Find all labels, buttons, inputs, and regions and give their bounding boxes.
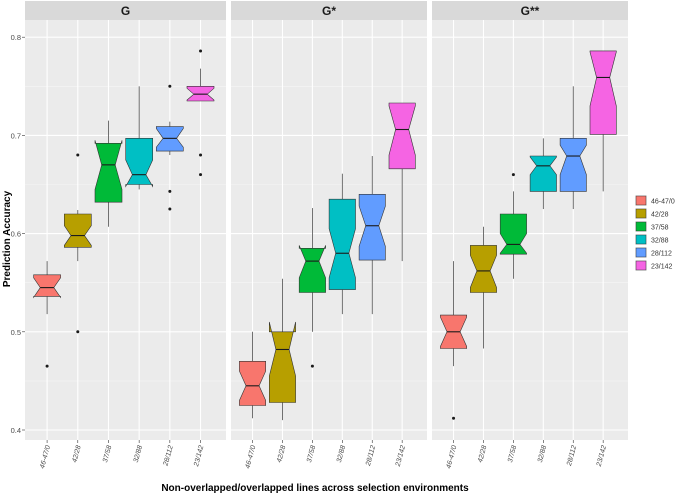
legend-swatch [635,221,647,232]
outlier-point [511,173,515,177]
y-axis-label: Prediction Accuracy [2,190,13,287]
x-tick-label: 42/28 [71,445,82,464]
legend-swatch [635,247,647,258]
legend-label: 46-47/0 [651,199,675,206]
box [64,213,92,248]
x-tick-label: 28/112 [566,445,578,468]
y-tick-label: 0.5 [11,328,21,337]
outlier-point [199,49,203,53]
box [388,102,416,170]
legend-swatch [635,260,647,271]
legend: 46-47/0 42/28 37/58 32/88 28/112 23/142 [635,195,675,271]
outlier-point [76,153,80,157]
box [239,360,267,406]
box [328,198,356,290]
outlier-point [452,416,456,420]
x-tick-label: 23/142 [193,445,206,469]
outlier-point [168,207,172,211]
facet-panel: G** 46-47/0 42/28 37/58 32/88 28/112 23/142 [432,1,628,469]
outlier-point [76,330,80,334]
legend-label: 28/112 [651,251,672,258]
x-tick-label: 32/88 [133,445,144,464]
outlier-point [199,173,203,177]
legend-swatch [635,208,647,219]
outlier-point [168,189,172,193]
box [358,194,386,261]
box [499,213,527,255]
facet-panel: G* 46-47/0 42/28 37/58 32/88 28/112 23/142 [231,1,427,469]
facet-panels: G 0.4 0.5 0.6 0.7 0.8 46-47/0 42/28 37/58 32/88 28… [11,1,628,469]
facet-title: G* [322,4,336,18]
x-tick-label: 37/58 [306,445,317,464]
outlier-point [310,364,314,368]
legend-label: 32/88 [651,238,669,245]
x-tick-label: 37/58 [507,445,518,464]
facet-title: G** [521,4,540,18]
box [33,274,61,299]
box [589,50,617,135]
x-axis-label: Non-overlapped/overlapped lines across s… [161,483,469,494]
y-tick-label: 0.8 [11,33,21,42]
y-tick-label: 0.7 [11,131,21,140]
facet-strip [231,1,427,20]
x-tick-label: 42/28 [276,445,287,464]
legend-label: 23/142 [651,264,673,271]
panel-background [25,20,226,440]
facet-title: G [121,4,130,18]
y-tick-label: 0.6 [11,230,21,239]
facet-strip [432,1,628,20]
x-tick-label: 42/28 [477,445,488,464]
x-tick-label: 32/88 [336,445,347,464]
y-tick-label: 0.4 [11,426,21,435]
x-tick-label: 46-47/0 [245,445,258,470]
x-tick-label: 23/142 [596,445,609,469]
outlier-point [45,364,49,368]
x-tick-label: 28/112 [365,445,377,468]
x-tick-label: 32/88 [537,445,548,464]
legend-swatch [635,195,647,206]
x-tick-label: 46-47/0 [446,445,459,470]
legend-swatch [635,234,647,245]
box [469,245,497,293]
box [268,321,296,403]
box [529,155,557,192]
x-tick-label: 37/58 [102,445,113,464]
box [298,245,326,293]
x-tick-label: 46-47/0 [39,445,52,470]
facet-panel: G 0.4 0.5 0.6 0.7 0.8 46-47/0 42/28 37/58 32/88 28… [11,1,226,469]
box [559,138,587,192]
x-tick-label: 28/112 [162,445,174,468]
box [94,140,123,203]
legend-label: 37/58 [651,225,669,232]
x-tick-label: 23/142 [395,445,408,469]
legend-label: 42/28 [651,212,669,219]
facet-strip [25,1,226,20]
box [125,138,153,188]
outlier-point [199,153,203,157]
outlier-point [168,84,172,88]
